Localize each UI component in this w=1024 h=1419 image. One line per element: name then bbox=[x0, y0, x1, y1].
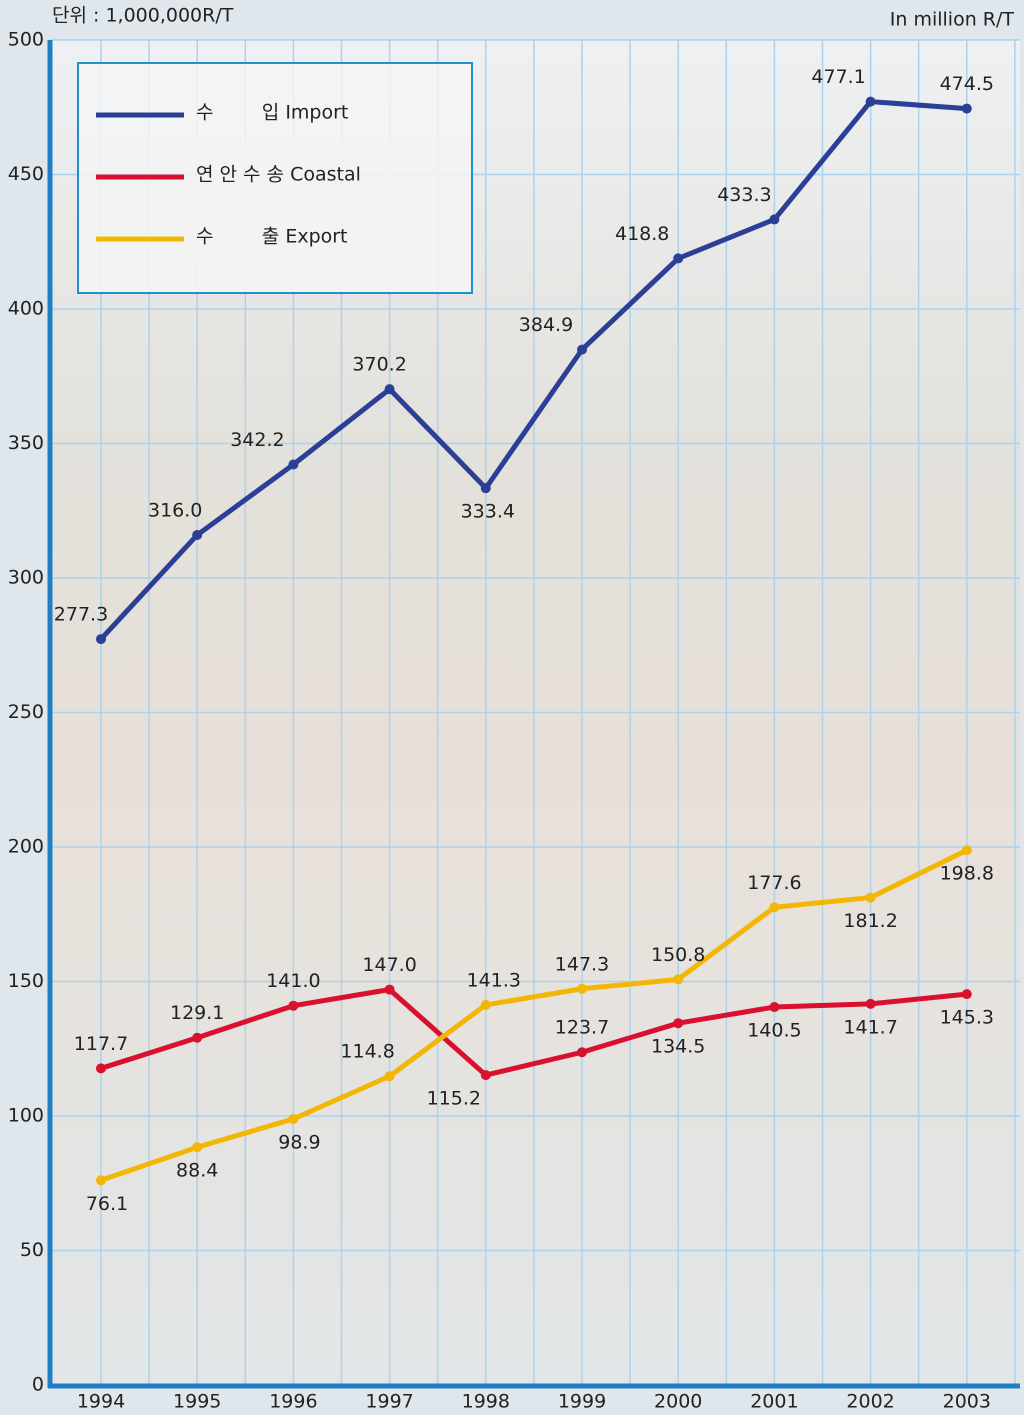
data-label: 474.5 bbox=[940, 73, 994, 95]
data-label: 141.3 bbox=[467, 969, 521, 991]
x-tick-label: 1999 bbox=[558, 1391, 606, 1413]
data-label: 333.4 bbox=[461, 501, 515, 523]
data-point bbox=[577, 344, 587, 355]
series-line bbox=[99, 99, 967, 641]
unit-label-en: In million R/T bbox=[890, 9, 1015, 31]
data-point bbox=[577, 1047, 587, 1058]
data-label: 477.1 bbox=[811, 66, 865, 88]
data-label: 181.2 bbox=[843, 910, 897, 932]
data-label: 98.9 bbox=[278, 1131, 320, 1153]
data-label: 316.0 bbox=[148, 499, 202, 521]
data-label: 147.0 bbox=[362, 954, 416, 976]
data-point bbox=[961, 103, 972, 114]
legend-label: 연 안 수 송 Coastal bbox=[196, 164, 361, 186]
series-line bbox=[100, 987, 968, 1078]
data-point bbox=[96, 1063, 106, 1074]
legend-label: 수 출 Export bbox=[196, 226, 348, 248]
data-point bbox=[769, 902, 780, 913]
y-tick-label: 0 bbox=[32, 1374, 44, 1396]
data-label: 177.6 bbox=[747, 872, 801, 894]
data-label: 88.4 bbox=[176, 1160, 218, 1182]
data-label: 277.3 bbox=[54, 604, 108, 626]
x-tick-label: 1995 bbox=[173, 1391, 221, 1413]
data-point bbox=[769, 1002, 780, 1013]
data-point bbox=[865, 998, 876, 1009]
data-point bbox=[192, 1032, 203, 1043]
data-point bbox=[96, 1175, 106, 1186]
data-label: 141.7 bbox=[843, 1016, 897, 1038]
data-point bbox=[577, 983, 587, 994]
series-line bbox=[100, 847, 968, 1183]
x-tick-label: 1997 bbox=[365, 1391, 413, 1413]
data-label: 141.0 bbox=[266, 970, 320, 992]
data-label: 123.7 bbox=[555, 1017, 609, 1039]
data-label: 117.7 bbox=[74, 1033, 128, 1055]
unit-label-ko: 단위 : 1,000,000R/T bbox=[52, 5, 234, 27]
data-label: 342.2 bbox=[230, 429, 284, 451]
y-tick-label: 350 bbox=[8, 432, 44, 454]
x-tick-label: 2003 bbox=[943, 1391, 991, 1413]
y-tick-label: 250 bbox=[8, 701, 44, 723]
data-point bbox=[192, 1142, 203, 1153]
data-point bbox=[288, 459, 299, 470]
data-point bbox=[961, 989, 972, 1000]
data-label: 134.5 bbox=[651, 1036, 705, 1058]
data-label: 198.8 bbox=[940, 863, 994, 885]
data-label: 145.3 bbox=[940, 1007, 994, 1029]
data-label: 76.1 bbox=[86, 1193, 128, 1215]
data-point bbox=[865, 96, 876, 107]
y-tick-label: 50 bbox=[20, 1239, 44, 1261]
x-tick-label: 1998 bbox=[462, 1391, 510, 1413]
data-point bbox=[480, 999, 491, 1010]
data-label: 129.1 bbox=[170, 1002, 224, 1024]
data-point bbox=[769, 214, 780, 225]
y-tick-label: 200 bbox=[8, 836, 44, 858]
data-point bbox=[673, 974, 684, 985]
data-label: 115.2 bbox=[427, 1088, 481, 1110]
x-tick-label: 2001 bbox=[750, 1391, 798, 1413]
y-tick-label: 400 bbox=[8, 298, 44, 320]
data-point bbox=[96, 634, 106, 645]
x-tick-label: 2002 bbox=[846, 1391, 894, 1413]
x-tick-label: 1994 bbox=[77, 1391, 125, 1413]
data-point bbox=[384, 984, 395, 995]
data-point bbox=[288, 1000, 299, 1011]
data-point bbox=[384, 384, 395, 395]
x-tick-label: 1996 bbox=[269, 1391, 317, 1413]
data-label: 140.5 bbox=[747, 1020, 801, 1042]
data-label: 433.3 bbox=[717, 184, 771, 206]
data-point bbox=[865, 892, 876, 903]
y-tick-label: 100 bbox=[8, 1105, 44, 1127]
y-tick-label: 450 bbox=[8, 163, 44, 185]
data-point bbox=[384, 1071, 395, 1082]
data-point bbox=[192, 529, 203, 540]
data-label: 370.2 bbox=[352, 354, 406, 376]
x-tick-label: 2000 bbox=[654, 1391, 702, 1413]
legend-label: 수 입 Import bbox=[196, 102, 348, 124]
data-label: 384.9 bbox=[519, 314, 573, 336]
y-tick-label: 150 bbox=[8, 970, 44, 992]
y-tick-label: 300 bbox=[8, 567, 44, 589]
data-point bbox=[288, 1113, 299, 1124]
data-point bbox=[480, 483, 491, 494]
data-label: 147.3 bbox=[555, 953, 609, 975]
y-tick-label: 500 bbox=[8, 29, 44, 51]
data-label: 418.8 bbox=[615, 223, 669, 245]
data-label: 150.8 bbox=[651, 944, 705, 966]
data-point bbox=[673, 253, 684, 264]
data-point bbox=[961, 845, 972, 856]
data-label: 114.8 bbox=[340, 1041, 394, 1063]
data-point bbox=[480, 1070, 491, 1081]
data-point bbox=[673, 1018, 684, 1029]
